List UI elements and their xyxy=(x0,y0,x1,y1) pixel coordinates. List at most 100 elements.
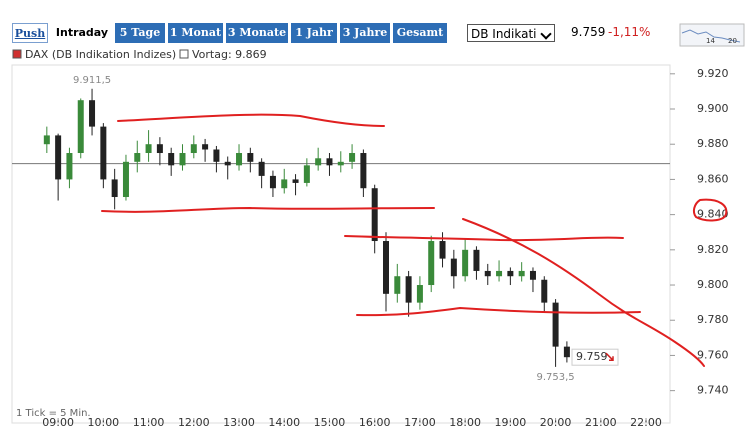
candle-body xyxy=(349,153,356,162)
candle-body xyxy=(382,241,389,294)
candle-body xyxy=(303,165,310,183)
freehand-line xyxy=(462,218,705,367)
x-tick-label: 14:00 xyxy=(268,416,300,428)
button[interactable]: 1 Monat xyxy=(168,23,223,43)
candle-body xyxy=(439,241,446,259)
y-tick-label: 9.900 xyxy=(697,102,729,115)
candle-body xyxy=(450,258,457,277)
candle-body xyxy=(43,135,50,145)
candle-body xyxy=(269,175,276,189)
candle-body xyxy=(145,144,152,154)
candle-body xyxy=(122,161,129,198)
x-tick-label: 22:00 xyxy=(630,416,662,428)
thumbnail-label: 14 xyxy=(706,37,715,45)
x-tick-label: 11:00 xyxy=(133,416,165,428)
candle-body xyxy=(428,241,435,286)
candle-body xyxy=(89,100,96,127)
candle-body xyxy=(563,346,570,358)
x-tick-label: 13:00 xyxy=(223,416,255,428)
candle-body xyxy=(247,153,254,162)
freehand-circle xyxy=(692,198,728,222)
candle-body xyxy=(337,161,344,166)
x-tick-label: 21:00 xyxy=(585,416,617,428)
candle-body xyxy=(66,153,73,180)
arrow-icon xyxy=(605,352,614,361)
candle-body xyxy=(111,179,118,198)
button[interactable]: 1 Jahr xyxy=(291,23,337,43)
candle-body xyxy=(55,135,62,180)
candle-body xyxy=(281,179,288,189)
x-tick-label: 15:00 xyxy=(314,416,346,428)
thumbnail xyxy=(679,23,745,47)
thumbnail-line xyxy=(681,29,741,43)
x-tick-label: 18:00 xyxy=(449,416,481,428)
thumbnail-label: 20 xyxy=(728,37,737,45)
candle-body xyxy=(416,285,423,303)
button[interactable]: Intraday xyxy=(52,23,112,43)
last-price-label: 9.759 xyxy=(576,350,608,363)
y-tick-label: 9.880 xyxy=(697,137,729,150)
candle-body xyxy=(213,149,220,162)
y-tick-label: 9.800 xyxy=(697,278,729,291)
button[interactable]: 3 Monate xyxy=(226,23,288,43)
candle-body xyxy=(168,153,175,166)
candle-body xyxy=(462,249,469,277)
price: 9.759 xyxy=(571,25,606,39)
select[interactable]: DB Indikati xyxy=(467,24,555,42)
legend-label: DAX (DB Indikation Indizes) xyxy=(25,48,176,61)
button[interactable]: Push xyxy=(12,23,48,43)
candle-body xyxy=(179,153,186,166)
freehand-line xyxy=(117,113,385,127)
x-tick-label: 16:00 xyxy=(359,416,391,428)
legend-swatch xyxy=(12,49,22,59)
button[interactable]: 5 Tage xyxy=(115,23,165,43)
candle-body xyxy=(518,270,525,277)
candle-body xyxy=(484,270,491,277)
y-tick-label: 9.820 xyxy=(697,243,729,256)
y-tick-label: 9.780 xyxy=(697,313,729,326)
candle-body xyxy=(405,276,412,303)
candle-body xyxy=(473,249,480,271)
freehand-line xyxy=(101,206,435,213)
candle-body xyxy=(315,158,322,166)
candle-body xyxy=(529,270,536,280)
button[interactable]: 3 Jahre xyxy=(340,23,390,43)
last-price-box xyxy=(571,348,619,366)
candle-body xyxy=(134,153,141,162)
candle-body xyxy=(496,270,503,277)
annotation: 9.753,5 xyxy=(536,372,574,383)
legend-swatch xyxy=(179,49,189,59)
legend-label: Vortag: 9.869 xyxy=(192,48,267,61)
candle-body xyxy=(552,302,559,347)
y-tick-label: 9.740 xyxy=(697,384,729,397)
candle-body xyxy=(100,126,107,180)
x-tick-label: 09:00 xyxy=(42,416,74,428)
note: 1 Tick = 5 Min. xyxy=(16,408,91,419)
freehand-line xyxy=(356,306,641,317)
candle-body xyxy=(394,276,401,294)
annotation: 9.911,5 xyxy=(73,75,111,86)
button[interactable]: Gesamt xyxy=(393,23,447,43)
freehand-line xyxy=(344,235,624,242)
candle-body xyxy=(224,161,231,166)
x-tick-label: 10:00 xyxy=(87,416,119,428)
candle-body xyxy=(541,279,548,303)
candle-body xyxy=(236,153,243,166)
candle-body xyxy=(371,188,378,242)
plot-frame xyxy=(11,64,671,424)
y-tick-label: 9.760 xyxy=(697,348,729,361)
x-tick-label: 19:00 xyxy=(495,416,527,428)
candle-body xyxy=(507,270,514,277)
candle-body xyxy=(258,161,265,176)
candle-body xyxy=(190,144,197,154)
candle-body xyxy=(326,158,333,166)
candle-body xyxy=(360,153,367,189)
change: -1,11% xyxy=(608,25,651,39)
x-tick-label: 12:00 xyxy=(178,416,210,428)
candle-body xyxy=(292,179,299,183)
y-tick-label: 9.920 xyxy=(697,67,729,80)
x-tick-label: 20:00 xyxy=(540,416,572,428)
y-tick-label: 9.840 xyxy=(697,208,729,221)
